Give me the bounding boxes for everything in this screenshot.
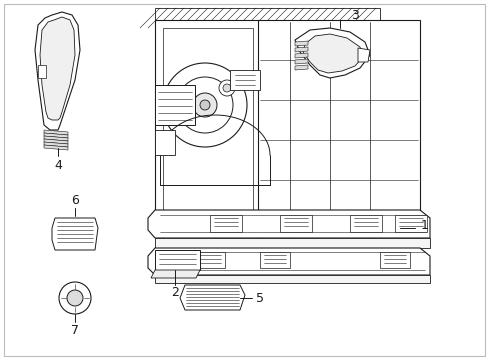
Polygon shape [44,139,68,144]
Polygon shape [294,53,307,58]
Text: 7: 7 [71,324,79,337]
Circle shape [67,290,83,306]
Polygon shape [294,47,307,52]
Polygon shape [148,248,429,275]
Circle shape [193,93,217,117]
Polygon shape [155,275,429,283]
Polygon shape [35,12,80,130]
Circle shape [223,84,230,92]
Polygon shape [209,215,242,232]
Polygon shape [155,130,175,155]
Polygon shape [163,28,252,210]
Text: 1: 1 [420,219,428,231]
Polygon shape [52,218,98,250]
Polygon shape [44,133,68,138]
Polygon shape [280,215,311,232]
Polygon shape [229,70,260,90]
Polygon shape [357,48,369,62]
Polygon shape [394,215,426,232]
Polygon shape [180,285,244,310]
Circle shape [200,100,209,110]
Polygon shape [303,34,362,73]
Text: 6: 6 [71,194,79,207]
Polygon shape [294,65,307,70]
Circle shape [219,80,235,96]
Polygon shape [155,20,260,220]
Polygon shape [294,28,369,78]
Polygon shape [40,17,75,120]
Polygon shape [155,8,379,28]
Polygon shape [44,145,68,150]
Polygon shape [38,65,46,78]
Polygon shape [155,85,195,125]
Text: 3: 3 [350,9,358,22]
Text: 2: 2 [171,285,179,298]
Circle shape [163,63,246,147]
Polygon shape [294,41,307,46]
Polygon shape [155,250,200,270]
Polygon shape [379,252,409,268]
Text: 5: 5 [256,292,264,305]
Text: 4: 4 [54,158,62,171]
Polygon shape [155,238,429,248]
Circle shape [177,77,232,133]
Polygon shape [195,252,224,268]
Polygon shape [44,142,68,147]
Polygon shape [148,210,429,238]
Polygon shape [151,270,200,278]
Polygon shape [294,59,307,64]
Polygon shape [258,20,419,240]
Polygon shape [44,130,68,135]
Polygon shape [44,136,68,141]
Polygon shape [260,252,289,268]
Polygon shape [349,215,381,232]
Circle shape [59,282,91,314]
